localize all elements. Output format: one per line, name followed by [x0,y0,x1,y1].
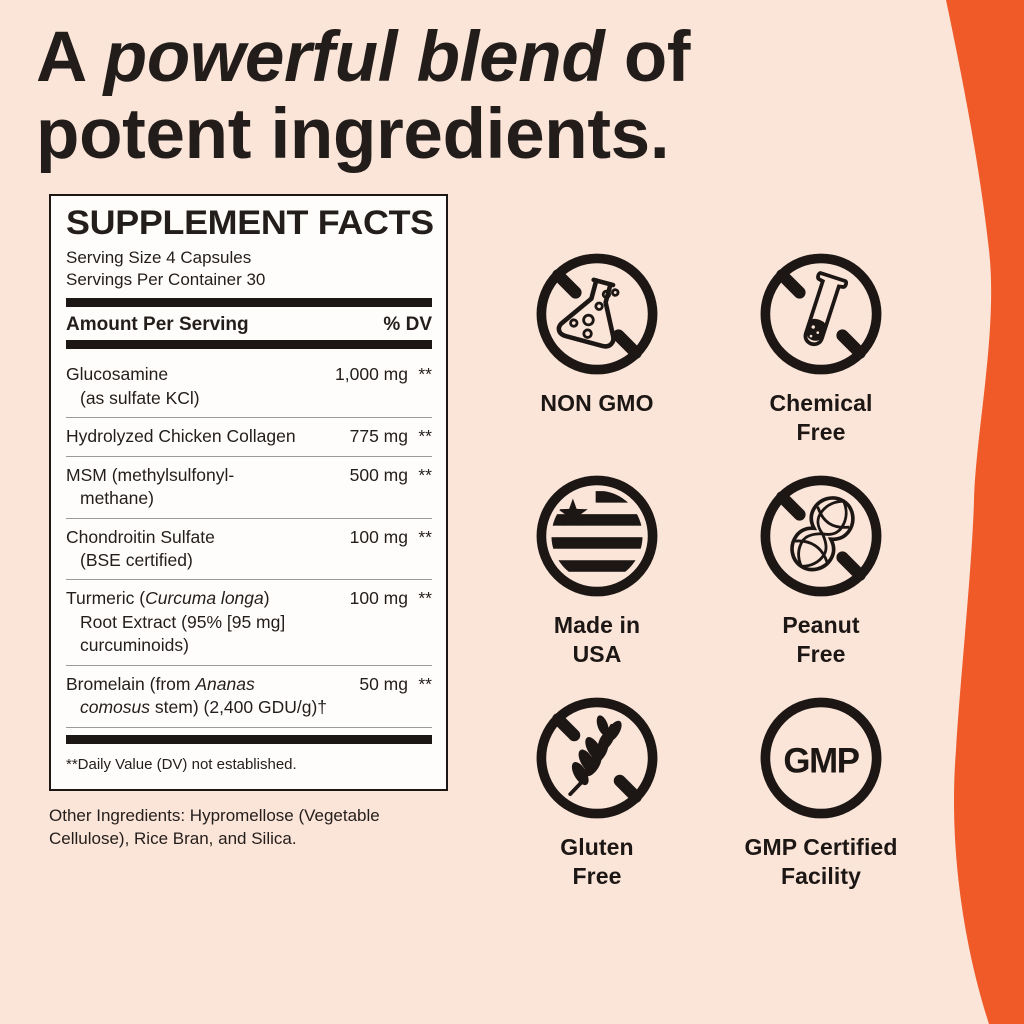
svg-text:GMP: GMP [783,742,859,781]
